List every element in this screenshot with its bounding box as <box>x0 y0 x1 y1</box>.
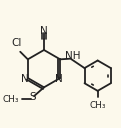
Text: N: N <box>55 74 63 84</box>
Text: S: S <box>29 92 36 102</box>
Text: N: N <box>40 25 48 35</box>
Text: Cl: Cl <box>11 38 22 48</box>
Text: N: N <box>21 74 29 84</box>
Text: NH: NH <box>65 51 81 61</box>
Text: CH₃: CH₃ <box>89 101 106 110</box>
Text: CH₃: CH₃ <box>3 94 19 104</box>
